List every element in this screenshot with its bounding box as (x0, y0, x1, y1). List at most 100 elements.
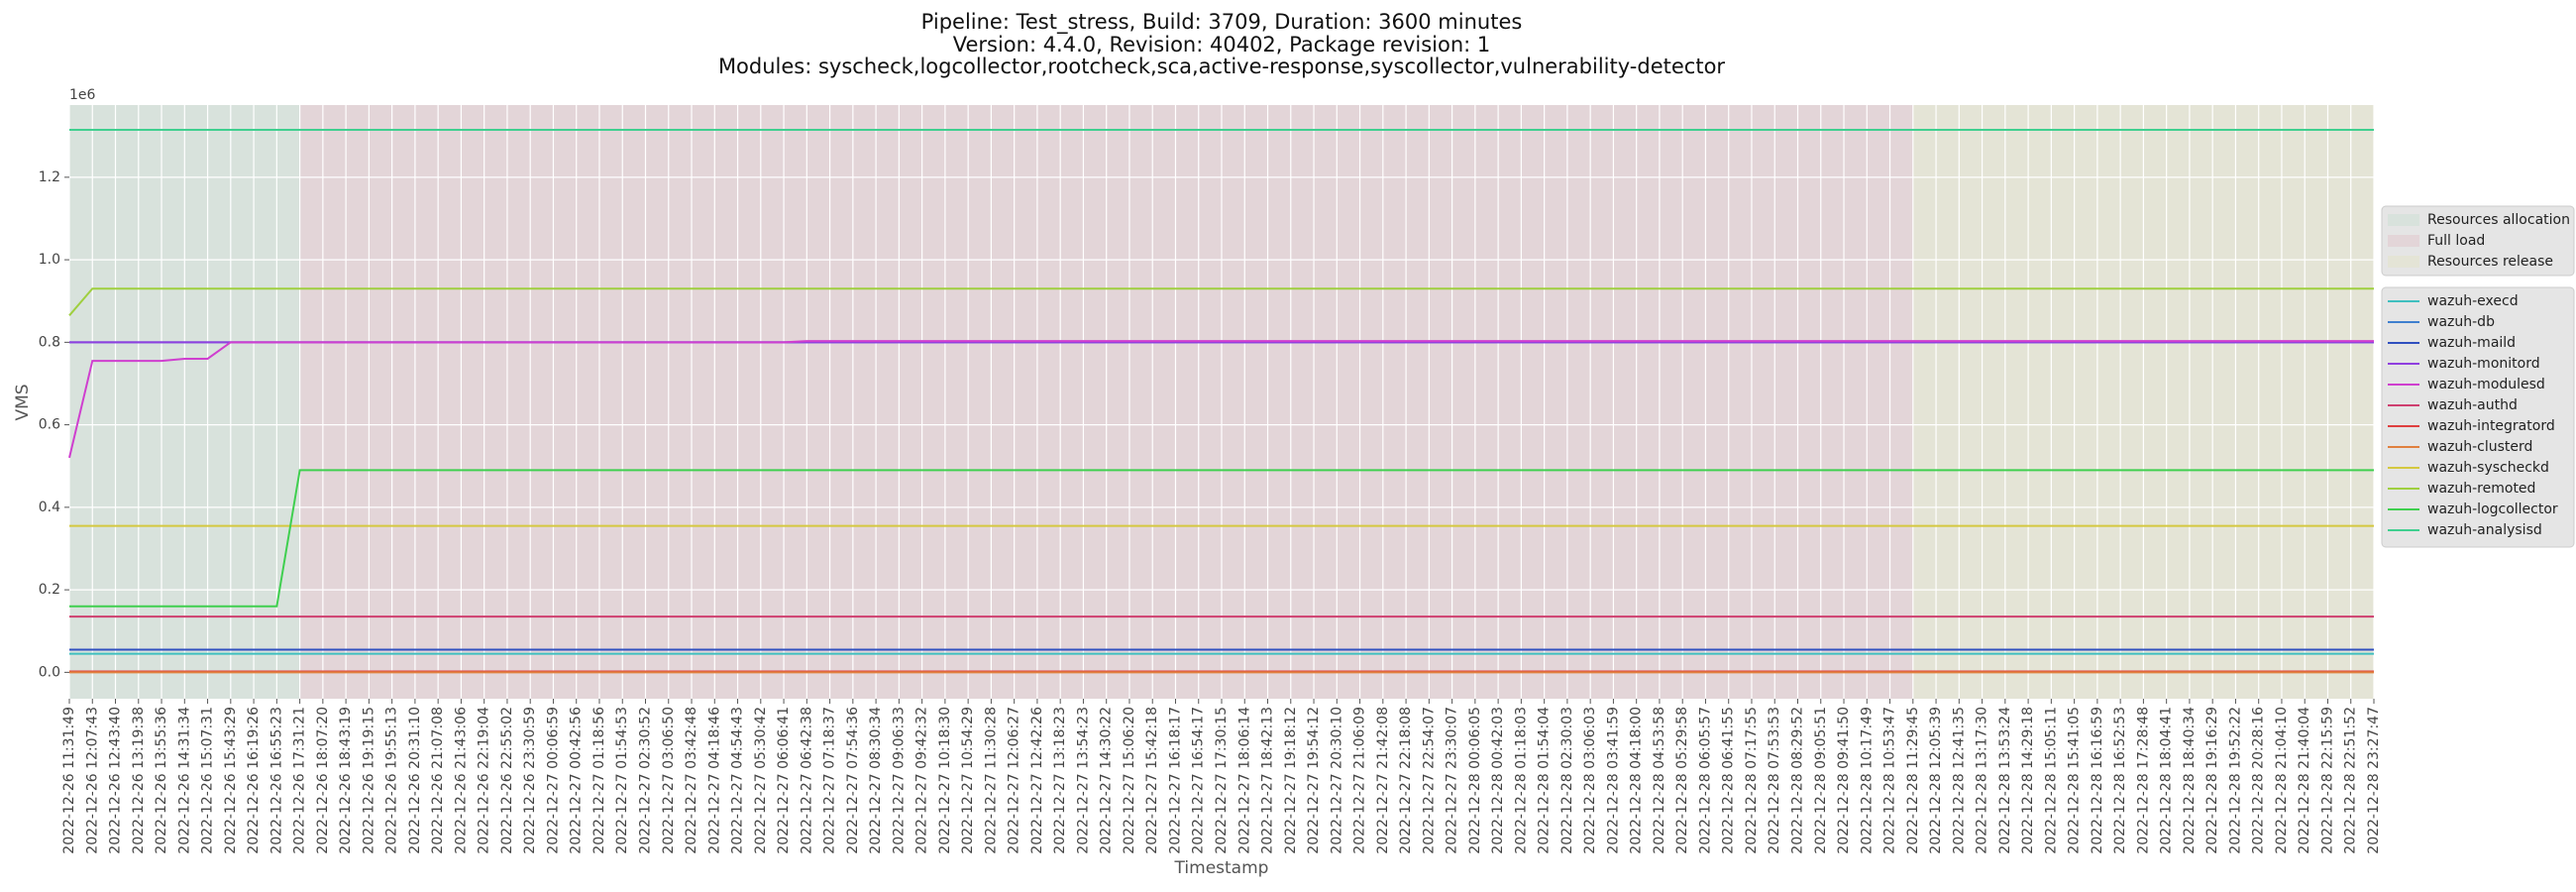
x-tick-label: 2022-12-26 20:31:10 (407, 707, 423, 854)
x-tick-label: 2022-12-28 21:40:04 (2297, 707, 2312, 854)
x-tick-label: 2022-12-26 16:19:26 (246, 707, 262, 854)
x-tick-label: 2022-12-26 12:07:43 (84, 707, 100, 854)
x-tick-label: 2022-12-27 14:30:22 (1099, 707, 1115, 854)
x-tick-label: 2022-12-27 17:30:15 (1214, 707, 1230, 854)
x-tick-label: 2022-12-27 12:42:26 (1029, 707, 1045, 854)
legend-label: Resources release (2427, 254, 2553, 270)
x-tick-label: 2022-12-28 08:29:52 (1790, 707, 1806, 854)
series-line (68, 287, 2374, 316)
x-tick-label: 2022-12-26 14:31:34 (176, 707, 192, 854)
y-axis-label: VMS (13, 384, 33, 420)
chart-title: Pipeline: Test_stress, Build: 3709, Dura… (921, 10, 1523, 35)
x-tick-label: 2022-12-27 10:54:29 (960, 707, 976, 854)
x-tick-label: 2022-12-28 21:04:10 (2274, 707, 2290, 854)
x-tick-label: 2022-12-28 05:29:58 (1674, 707, 1690, 854)
x-tick-label: 2022-12-27 12:06:27 (1007, 707, 1022, 854)
x-tick-label: 2022-12-26 23:30:59 (522, 707, 538, 854)
x-tick-label: 2022-12-26 17:31:21 (292, 707, 308, 854)
legend-label: wazuh-analysisd (2427, 522, 2542, 538)
x-tick-label: 2022-12-27 10:18:30 (937, 707, 953, 854)
x-tick-label: 2022-12-28 00:42:03 (1490, 707, 1506, 854)
legend-label: wazuh-db (2427, 314, 2495, 330)
x-tick-label: 2022-12-26 16:55:23 (268, 707, 284, 854)
x-tick-label: 2022-12-26 21:07:08 (430, 707, 446, 854)
x-tick-label: 2022-12-26 19:55:13 (384, 707, 400, 854)
y-tick-label: 0.0 (39, 664, 60, 680)
x-tick-label: 2022-12-27 19:18:12 (1283, 707, 1299, 854)
legend-label: wazuh-authd (2427, 397, 2518, 413)
legend-label: wazuh-syscheckd (2427, 460, 2549, 476)
chart-title: Version: 4.4.0, Revision: 40402, Package… (953, 33, 1491, 56)
x-tick-label: 2022-12-27 21:06:09 (1352, 707, 1368, 854)
y-tick-label: 0.6 (39, 417, 60, 433)
x-tick-label: 2022-12-28 15:41:05 (2067, 707, 2083, 854)
legend-label: wazuh-modulesd (2427, 377, 2545, 392)
x-tick-label: 2022-12-26 21:43:06 (453, 707, 469, 854)
x-tick-label: 2022-12-27 15:42:18 (1144, 707, 1160, 854)
y-tick-label: 0.4 (39, 500, 60, 515)
x-tick-label: 2022-12-28 17:28:48 (2135, 707, 2151, 854)
x-tick-label: 2022-12-28 16:52:53 (2112, 707, 2128, 854)
legend-patch (2388, 214, 2419, 226)
chart-title: Modules: syscheck,logcollector,rootcheck… (718, 55, 1725, 78)
legend-label: wazuh-maild (2427, 335, 2516, 351)
x-tick-label: 2022-12-27 13:54:23 (1075, 707, 1091, 854)
x-tick-label: 2022-12-28 11:29:45 (1905, 707, 1921, 854)
x-tick-label: 2022-12-27 00:06:59 (545, 707, 561, 854)
x-tick-label: 2022-12-28 09:05:51 (1813, 707, 1829, 854)
x-tick-label: 2022-12-28 09:41:50 (1836, 707, 1852, 854)
x-tick-label: 2022-12-28 10:17:49 (1859, 707, 1875, 854)
x-tick-label: 2022-12-28 15:05:11 (2043, 707, 2059, 854)
x-tick-label: 2022-12-27 01:54:53 (614, 707, 630, 854)
legend-label: wazuh-monitord (2427, 356, 2540, 372)
legend-label: Resources allocation (2427, 212, 2570, 228)
x-tick-label: 2022-12-26 12:43:40 (108, 707, 124, 854)
legend-label: wazuh-logcollector (2427, 502, 2558, 517)
y-tick-label: 1.2 (39, 169, 60, 185)
legend-patch (2388, 256, 2419, 268)
x-tick-label: 2022-12-27 02:30:52 (638, 707, 654, 854)
x-tick-label: 2022-12-28 03:41:59 (1605, 707, 1621, 854)
x-tick-label: 2022-12-27 21:42:08 (1375, 707, 1391, 854)
x-tick-label: 2022-12-28 03:06:03 (1582, 707, 1598, 854)
x-tick-label: 2022-12-26 22:19:04 (477, 707, 492, 854)
legend-box (2381, 286, 2575, 548)
x-tick-label: 2022-12-27 06:06:41 (776, 707, 792, 854)
x-tick-label: 2022-12-28 18:40:34 (2182, 707, 2198, 854)
x-tick-label: 2022-12-27 03:06:50 (661, 707, 677, 854)
x-tick-label: 2022-12-26 15:43:29 (223, 707, 239, 854)
x-tick-label: 2022-12-28 16:16:59 (2090, 707, 2105, 854)
legend-label: wazuh-execd (2427, 293, 2519, 309)
legend-label: Full load (2427, 233, 2485, 249)
x-tick-label: 2022-12-27 09:06:33 (891, 707, 907, 854)
x-tick-label: 2022-12-28 23:27:47 (2366, 707, 2382, 854)
x-tick-label: 2022-12-28 20:28:16 (2251, 707, 2267, 854)
x-tick-label: 2022-12-28 06:05:57 (1697, 707, 1713, 854)
legend-label: wazuh-clusterd (2427, 439, 2532, 455)
x-axis-label: Timestamp (1174, 858, 1269, 878)
x-tick-label: 2022-12-28 01:18:03 (1513, 707, 1529, 854)
x-tick-label: 2022-12-28 19:16:29 (2204, 707, 2220, 854)
x-tick-label: 2022-12-26 11:31:49 (61, 707, 77, 854)
legend-label: wazuh-remoted (2427, 481, 2535, 497)
x-tick-label: 2022-12-27 03:42:48 (684, 707, 699, 854)
x-tick-label: 2022-12-27 15:06:20 (1122, 707, 1137, 854)
series-line (69, 469, 2374, 608)
x-tick-label: 2022-12-28 02:30:03 (1559, 707, 1575, 854)
series-line (68, 340, 2374, 459)
x-tick-label: 2022-12-27 06:42:38 (799, 707, 814, 854)
x-tick-label: 2022-12-26 18:43:19 (338, 707, 354, 854)
x-tick-label: 2022-12-28 13:53:24 (1997, 707, 2013, 854)
x-tick-label: 2022-12-28 22:51:52 (2343, 707, 2359, 854)
x-tick-label: 2022-12-26 18:07:20 (315, 707, 331, 854)
y-offset-label: 1e6 (69, 87, 96, 103)
y-tick-label: 0.8 (39, 334, 60, 350)
x-tick-label: 2022-12-27 11:30:28 (983, 707, 999, 854)
x-tick-label: 2022-12-28 14:29:18 (2020, 707, 2036, 854)
x-tick-label: 2022-12-28 12:05:39 (1928, 707, 1944, 854)
x-tick-label: 2022-12-26 13:55:36 (154, 707, 169, 854)
x-tick-label: 2022-12-27 18:42:13 (1260, 707, 1276, 854)
x-tick-label: 2022-12-28 01:54:04 (1537, 707, 1553, 854)
x-tick-label: 2022-12-28 06:41:55 (1721, 707, 1737, 854)
